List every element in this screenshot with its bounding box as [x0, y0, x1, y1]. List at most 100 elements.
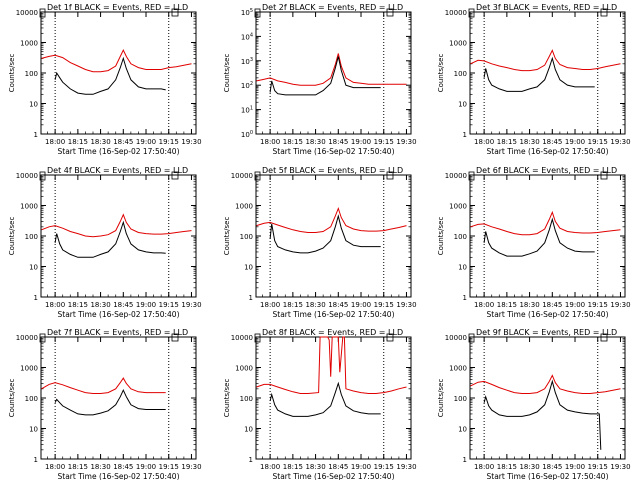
- y-tick-label: 10: [29, 426, 38, 434]
- y-tick-label: 10000: [445, 172, 467, 180]
- events-series-line: [269, 56, 381, 96]
- x-tick-label: 18:45: [113, 301, 133, 309]
- x-tick-label: 19:30: [181, 138, 201, 146]
- x-tick-label: 18:45: [542, 138, 562, 146]
- lld-series-line: [256, 53, 407, 86]
- y-axis-label: Counts/sec: [223, 217, 231, 256]
- panel-det-6: Det 6f BLACK = Events, RED = LLD 1 10 100 10…: [437, 166, 631, 319]
- y-tick-label: 10: [29, 264, 38, 272]
- y-axis-label: Counts/sec: [437, 379, 445, 418]
- x-axis-label: Start Time (16-Sep-02 17:50:40): [58, 147, 180, 156]
- x-tick-label: 19:15: [374, 138, 394, 146]
- y-tick-label: 100: [25, 70, 38, 78]
- y-tick-label: 10000: [445, 9, 467, 17]
- lld-series-line: [256, 336, 407, 394]
- panel-title: Det 9f BLACK = Events, RED = LLD: [476, 328, 617, 337]
- y-tick-label: 10: [244, 426, 253, 434]
- x-tick-label: 19:00: [565, 301, 585, 309]
- y-tick-label: 103: [241, 57, 253, 66]
- x-tick-label: 18:15: [497, 301, 517, 309]
- y-axis-label: Counts/sec: [8, 379, 16, 418]
- y-axis-label: Counts/sec: [8, 217, 16, 256]
- lld-series-line: [470, 374, 621, 394]
- lld-series-line: [470, 49, 621, 72]
- y-tick-label: 101: [241, 106, 253, 115]
- panel-title: Det 5f BLACK = Events, RED = LLD: [262, 166, 403, 175]
- y-tick-label: 1: [463, 456, 467, 464]
- y-tick-label: 1: [463, 131, 467, 139]
- x-tick-label: 18:30: [90, 301, 110, 309]
- x-tick-label: 18:15: [283, 463, 303, 471]
- plot-frame: [40, 336, 197, 460]
- plot-frame: [255, 174, 412, 298]
- x-tick-label: 18:30: [305, 301, 325, 309]
- x-axis-label: Start Time (16-Sep-02 17:50:40): [273, 472, 395, 480]
- x-tick-label: 18:00: [474, 138, 494, 146]
- y-tick-label: 100: [240, 395, 253, 403]
- lld-series-line: [256, 207, 407, 233]
- panel-title: Det 1f BLACK = Events, RED = LLD: [47, 3, 188, 12]
- x-axis-label: Start Time (16-Sep-02 17:50:40): [273, 310, 395, 319]
- x-tick-label: 19:15: [588, 138, 608, 146]
- panel-det-1: Det 1f BLACK = Events, RED = LLD 1 10 100 10…: [8, 3, 202, 156]
- x-tick-label: 18:15: [283, 138, 303, 146]
- lld-series-line: [41, 377, 166, 394]
- x-axis-label: Start Time (16-Sep-02 17:50:40): [273, 147, 395, 156]
- events-series-line: [54, 220, 166, 258]
- y-tick-label: 100: [240, 233, 253, 241]
- panel-det-7: Det 7f BLACK = Events, RED = LLD 1 10 100 10…: [8, 328, 202, 480]
- events-series-line: [269, 381, 381, 417]
- y-tick-label: 1: [34, 131, 38, 139]
- panel-title: Det 8f BLACK = Events, RED = LLD: [262, 328, 403, 337]
- x-tick-label: 18:45: [328, 463, 348, 471]
- y-tick-label: 1000: [449, 203, 467, 211]
- x-tick-label: 18:00: [474, 463, 494, 471]
- x-axis-label: Start Time (16-Sep-02 17:50:40): [58, 472, 180, 480]
- x-tick-label: 18:15: [68, 301, 88, 309]
- events-series-line: [483, 217, 595, 257]
- y-tick-label: 10: [458, 101, 467, 109]
- x-tick-label: 19:15: [588, 463, 608, 471]
- x-tick-label: 19:30: [610, 301, 630, 309]
- x-tick-label: 18:00: [260, 138, 280, 146]
- panel-det-9: Det 9f BLACK = Events, RED = LLD 1 10 100 10…: [437, 328, 631, 480]
- y-tick-label: 10000: [231, 172, 253, 180]
- x-tick-label: 19:30: [396, 463, 416, 471]
- y-tick-label: 10: [244, 264, 253, 272]
- x-tick-label: 18:15: [68, 138, 88, 146]
- x-tick-label: 18:30: [519, 138, 539, 146]
- x-tick-label: 18:00: [45, 301, 65, 309]
- x-tick-label: 19:15: [159, 301, 179, 309]
- x-tick-label: 19:00: [136, 301, 156, 309]
- x-tick-label: 18:45: [328, 138, 348, 146]
- y-tick-label: 1000: [449, 40, 467, 48]
- x-axis-label: Start Time (16-Sep-02 17:50:40): [487, 472, 609, 480]
- x-tick-label: 18:30: [90, 463, 110, 471]
- y-tick-label: 10000: [16, 9, 38, 17]
- y-tick-label: 1000: [235, 365, 253, 373]
- panel-title: Det 7f BLACK = Events, RED = LLD: [47, 328, 188, 337]
- y-tick-label: 10000: [16, 334, 38, 342]
- x-tick-label: 19:00: [351, 463, 371, 471]
- y-axis-label: Counts/sec: [223, 54, 231, 93]
- y-tick-label: 10000: [231, 334, 253, 342]
- x-tick-label: 18:45: [542, 301, 562, 309]
- x-tick-label: 18:30: [519, 301, 539, 309]
- x-axis-label: Start Time (16-Sep-02 17:50:40): [487, 310, 609, 319]
- x-tick-label: 19:00: [351, 138, 371, 146]
- y-axis-label: Counts/sec: [437, 217, 445, 256]
- panel-title: Det 6f BLACK = Events, RED = LLD: [476, 166, 617, 175]
- events-series-line: [483, 56, 595, 92]
- panel-det-3: Det 3f BLACK = Events, RED = LLD 1 10 100 10…: [437, 3, 631, 156]
- x-axis-label: Start Time (16-Sep-02 17:50:40): [487, 147, 609, 156]
- y-axis-label: Counts/sec: [437, 54, 445, 93]
- y-tick-label: 100: [241, 130, 253, 139]
- y-tick-label: 100: [454, 395, 467, 403]
- y-tick-label: 100: [454, 70, 467, 78]
- x-tick-label: 18:30: [90, 138, 110, 146]
- x-tick-label: 18:45: [328, 301, 348, 309]
- x-tick-label: 18:00: [260, 463, 280, 471]
- panel-title: Det 4f BLACK = Events, RED = LLD: [47, 166, 188, 175]
- x-tick-label: 18:30: [305, 138, 325, 146]
